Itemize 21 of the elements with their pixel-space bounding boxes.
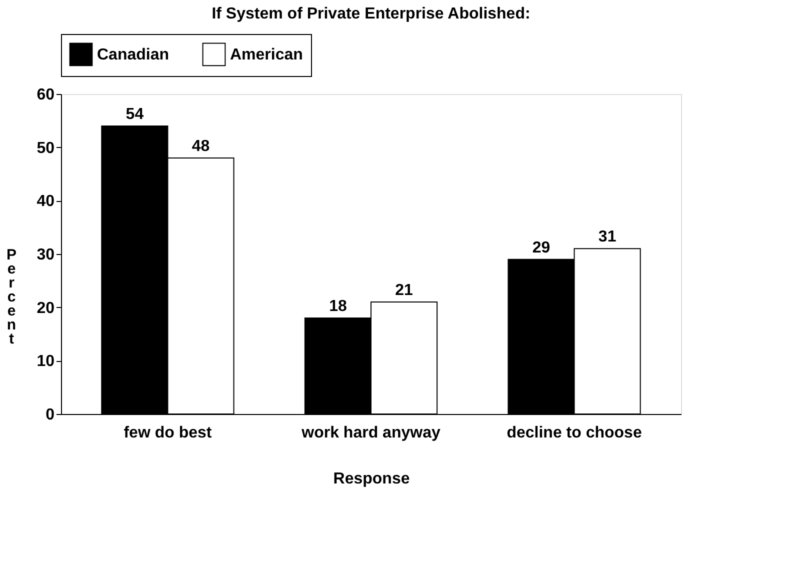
- y-axis-title: Percent: [6, 246, 17, 348]
- y-tick-label: 0: [46, 406, 55, 424]
- data-label: 29: [532, 239, 550, 256]
- chart-title: If System of Private Enterprise Abolished:: [212, 6, 530, 22]
- y-tick-label: 60: [36, 86, 55, 104]
- data-label: 48: [192, 138, 210, 155]
- data-label: 31: [598, 228, 616, 246]
- data-label: 21: [395, 282, 414, 299]
- y-tick-label: 40: [36, 193, 55, 210]
- data-label: 18: [329, 298, 347, 315]
- legend-label: Canadian: [97, 46, 170, 64]
- y-tick-label: 20: [36, 300, 55, 317]
- y-tick-label: 50: [36, 140, 55, 157]
- y-tick-label: 10: [36, 353, 55, 370]
- x-tick-label: decline to choose: [506, 424, 642, 442]
- y-tick-label: 30: [36, 246, 55, 264]
- x-tick-label: work hard anyway: [300, 424, 440, 442]
- data-label: 54: [126, 106, 144, 123]
- x-axis-title: Response: [333, 470, 410, 488]
- x-tick-label: few do best: [124, 424, 212, 442]
- legend-label: American: [230, 46, 303, 64]
